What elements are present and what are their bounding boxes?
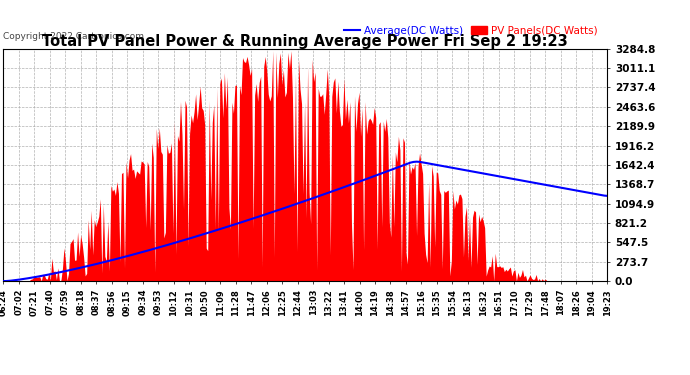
Title: Total PV Panel Power & Running Average Power Fri Sep 2 19:23: Total PV Panel Power & Running Average P… — [43, 34, 568, 49]
Legend: Average(DC Watts), PV Panels(DC Watts): Average(DC Watts), PV Panels(DC Watts) — [340, 21, 602, 40]
Text: Copyright 2022 Cartronics.com: Copyright 2022 Cartronics.com — [3, 33, 144, 42]
